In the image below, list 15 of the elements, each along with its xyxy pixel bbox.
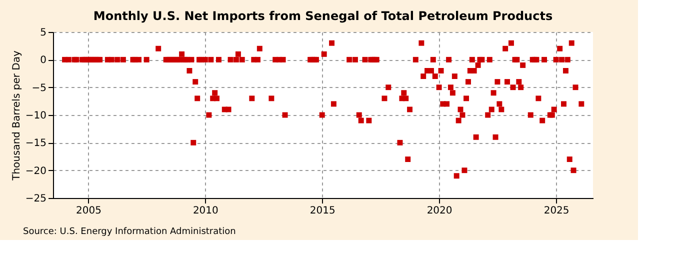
y-axis-title: Thousand Barrels per Day: [11, 50, 22, 182]
x-tick-label: 2005: [76, 206, 102, 216]
y-tick-label: −20: [25, 166, 46, 177]
y-tick-label: −25: [25, 194, 46, 204]
y-tick-label: −5: [32, 82, 46, 94]
y-tick-label: 5: [40, 28, 46, 38]
x-tick-label: 2020: [426, 206, 452, 216]
chart-title: Monthly U.S. Net Imports from Senegal of Total Petroleum Products: [93, 9, 553, 23]
y-tick-label: 0: [40, 55, 46, 66]
x-tick-label: 2015: [310, 206, 336, 216]
x-tick-label: 2025: [544, 206, 570, 216]
y-tick-label: −15: [25, 138, 46, 150]
y-tick-label: −10: [25, 110, 46, 122]
source-note: Source: U.S. Energy Information Administration: [23, 227, 236, 237]
x-tick-label: 2010: [192, 206, 218, 216]
